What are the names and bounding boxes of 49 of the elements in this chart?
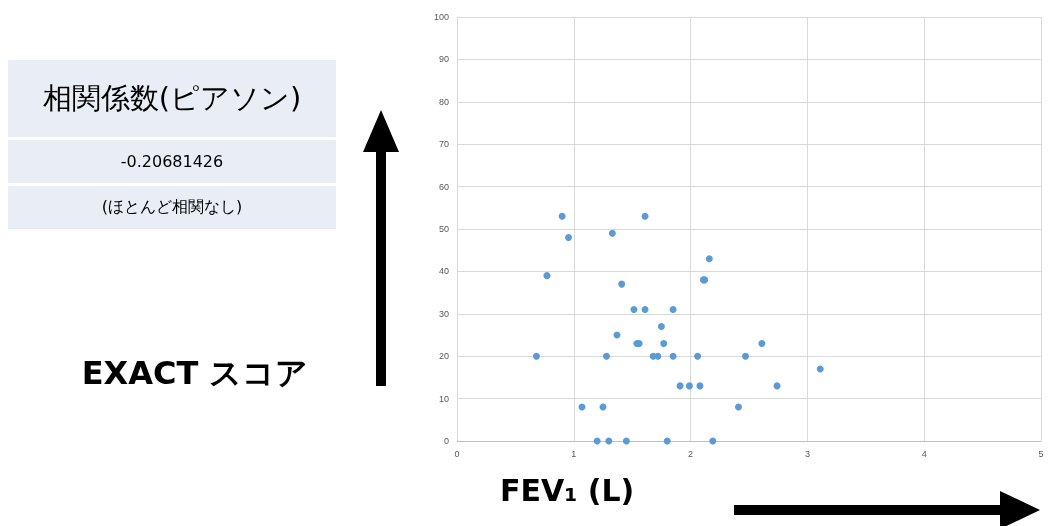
text: -0.20681426	[8, 140, 336, 183]
y-tick-label: 100	[433, 12, 449, 22]
point	[669, 352, 677, 360]
point	[654, 352, 662, 360]
y-axis-title: EXACT スコア	[80, 353, 310, 394]
point	[685, 382, 693, 390]
point	[735, 403, 742, 411]
point	[696, 382, 704, 390]
point	[641, 306, 649, 314]
x-tick-label: 2	[688, 448, 694, 459]
x-tick-label: 3	[804, 448, 810, 459]
point	[657, 323, 665, 331]
y-tick-label: 40	[438, 266, 449, 277]
point	[705, 255, 713, 263]
point	[663, 437, 671, 445]
x-tick-label: 5	[1038, 448, 1044, 459]
x-axis-title: FEV₁ (L)	[500, 473, 635, 508]
y-tick-label: 0	[443, 436, 449, 446]
y-tick-label: 30	[438, 308, 449, 319]
point	[558, 212, 566, 220]
point	[622, 437, 630, 445]
point	[660, 339, 668, 347]
point	[816, 365, 824, 373]
y-tick-label: 70	[438, 139, 449, 150]
point	[618, 280, 626, 288]
point	[608, 229, 616, 237]
y-tick-label: 90	[438, 54, 449, 65]
x-tick-label: 0	[454, 448, 460, 459]
y-tick-label: 10	[438, 393, 449, 404]
x-tick-label: 4	[921, 448, 927, 459]
point	[742, 352, 749, 360]
y-tick-label: 80	[438, 96, 449, 107]
point	[532, 352, 540, 360]
point	[543, 272, 551, 280]
text: (ほとんど相関なし)	[8, 186, 336, 229]
point	[603, 352, 610, 360]
y-tick-label: 20	[438, 351, 449, 362]
point	[758, 339, 766, 347]
point	[630, 306, 638, 314]
point	[669, 306, 677, 314]
point	[641, 212, 649, 220]
y-tick-label: 50	[438, 224, 449, 234]
y-tick-label: 60	[438, 181, 449, 192]
x-tick-label: 1	[571, 448, 577, 459]
point	[694, 352, 702, 360]
point	[565, 233, 573, 241]
point	[709, 437, 717, 445]
point	[676, 382, 684, 390]
text: 相関係数(ピアソン)	[8, 60, 336, 137]
